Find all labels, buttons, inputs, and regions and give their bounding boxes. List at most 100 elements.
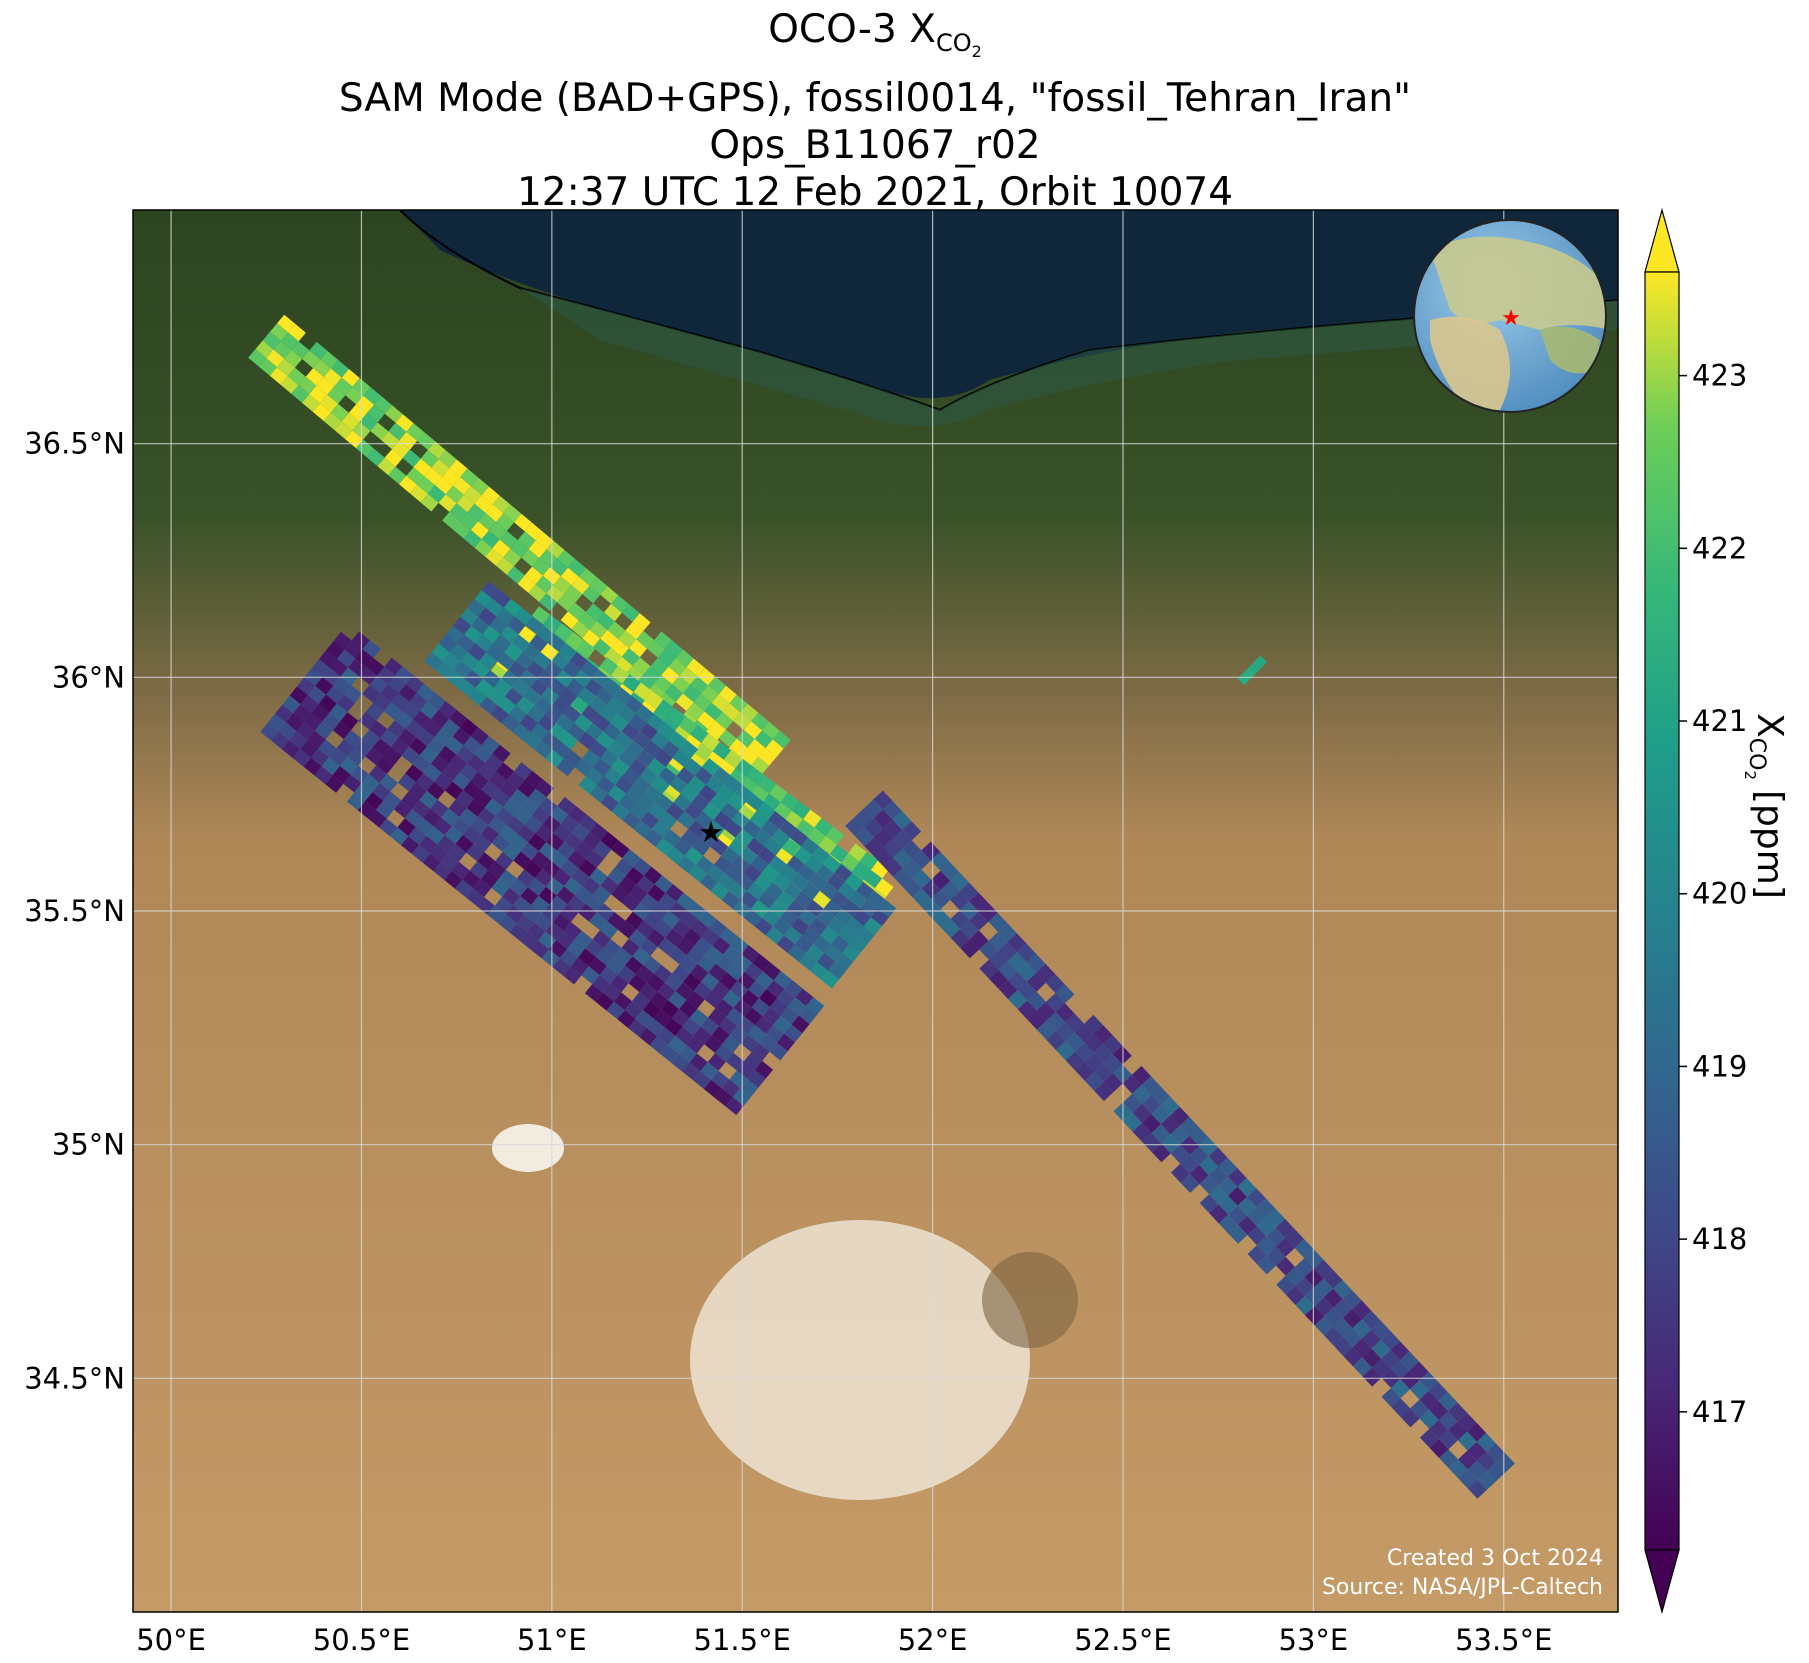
xco2-cell <box>499 530 518 549</box>
xco2-cell <box>567 850 586 869</box>
xco2-cell <box>508 705 527 724</box>
xco2-cell <box>819 881 838 900</box>
xco2-cell <box>327 386 346 404</box>
xco2-cell <box>766 980 785 998</box>
xco2-cell <box>808 873 827 891</box>
xco2-cell <box>574 886 593 904</box>
xco2-cell <box>473 834 492 853</box>
xco2-cell <box>648 802 667 821</box>
xco2-cell <box>603 983 622 1002</box>
xco2-cell <box>578 611 597 630</box>
xco2-cell <box>873 828 893 848</box>
xco2-cell <box>812 891 831 910</box>
xco2-cell <box>343 774 362 793</box>
xco2-cell <box>682 1017 701 1036</box>
xco2-cell <box>729 1025 748 1044</box>
colorbar-gradient <box>1644 271 1680 1551</box>
xco2-cell <box>628 974 647 992</box>
xco2-cell <box>807 827 826 846</box>
xco2-cell <box>688 864 707 883</box>
xco2-cell <box>519 669 538 688</box>
xco2-cell <box>893 868 913 887</box>
title-line-2: SAM Mode (BAD+GPS), fossil0014, "fossil_… <box>338 75 1412 121</box>
xco2-cell <box>712 936 731 955</box>
xco2-cell <box>731 811 750 829</box>
xco2-cell <box>514 513 533 532</box>
xco2-cell <box>856 926 875 944</box>
xco2-cell <box>1170 1125 1190 1145</box>
xco2-cell <box>285 713 304 732</box>
xco2-cell <box>559 731 579 750</box>
xco2-cell <box>722 1034 741 1053</box>
xco2-cell <box>344 640 363 659</box>
xco2-cell <box>266 349 285 368</box>
xco2-cell <box>524 860 543 878</box>
xco2-cell <box>463 781 482 799</box>
xco2-cell <box>635 1009 654 1028</box>
xco2-cell <box>570 695 590 714</box>
xco2-cell <box>902 878 922 898</box>
xco2-cell <box>282 740 301 759</box>
xco2-cell <box>1065 1013 1085 1033</box>
xco2-cell <box>351 631 370 650</box>
xco2-cell <box>303 757 322 776</box>
xco2-cell <box>676 767 695 785</box>
xco2-cell <box>527 878 546 896</box>
xco2-cell <box>1123 1112 1142 1132</box>
xco2-cell <box>304 713 323 731</box>
xco2-cell <box>362 684 381 703</box>
xco2-cell <box>759 989 778 1008</box>
xco2-cell <box>557 550 576 568</box>
xco2-cell <box>485 753 504 772</box>
xco2-cell <box>686 990 705 1009</box>
xco2-cell <box>753 828 772 847</box>
xco2-cell <box>1304 1268 1324 1288</box>
xco2-cell <box>581 966 600 985</box>
xco2-cell <box>1266 1227 1286 1247</box>
xco2-cell <box>430 754 449 773</box>
xco2-cell <box>683 973 702 991</box>
xco2-cell <box>651 775 670 794</box>
xco2-cell <box>441 718 460 737</box>
xco2-cell <box>592 758 612 777</box>
xco2-cell <box>1323 1288 1343 1308</box>
xco2-cell <box>607 912 626 930</box>
xco2-cell <box>433 862 452 880</box>
title-line-4: 12:37 UTC 12 Feb 2021, Orbit 10074 <box>516 169 1234 215</box>
xco2-cell <box>1467 1422 1487 1442</box>
xco2-cell <box>311 659 330 677</box>
xco2-cell <box>699 829 718 847</box>
xco2-cell <box>412 710 431 729</box>
xco2-cell <box>333 676 352 695</box>
xco2-cell <box>366 658 385 676</box>
xco2-cell <box>845 872 864 891</box>
xco2-cell <box>488 816 507 835</box>
xco2-cell <box>798 953 817 971</box>
xco2-cell <box>600 876 619 895</box>
xco2-cell <box>564 585 583 603</box>
xco2-cell <box>448 844 467 862</box>
xco2-cell <box>481 780 500 799</box>
xco2-cell <box>492 590 511 608</box>
xco2-cell <box>679 1000 698 1018</box>
xco2-cell <box>517 824 536 843</box>
xco2-cell <box>714 855 733 874</box>
xco2-cell <box>711 981 731 1000</box>
xco2-cell <box>531 851 550 869</box>
xco2-cell <box>950 872 969 892</box>
xco2-cell <box>695 811 714 830</box>
xco2-cell <box>912 869 932 889</box>
xco2-cell <box>742 820 761 838</box>
xco2-cell <box>460 718 479 737</box>
xco2-cell <box>520 842 539 861</box>
xco2-cell <box>740 1079 759 1097</box>
xco2-cell <box>864 837 884 857</box>
xco2-cell <box>1295 1258 1314 1278</box>
xco2-cell <box>1390 1360 1410 1380</box>
xco2-cell <box>693 693 712 712</box>
xco2-cell <box>1276 1275 1296 1295</box>
xco2-cell <box>491 834 510 852</box>
xco2-cell <box>941 918 961 938</box>
xco2-cell <box>940 881 960 900</box>
xco2-cell <box>326 685 345 704</box>
